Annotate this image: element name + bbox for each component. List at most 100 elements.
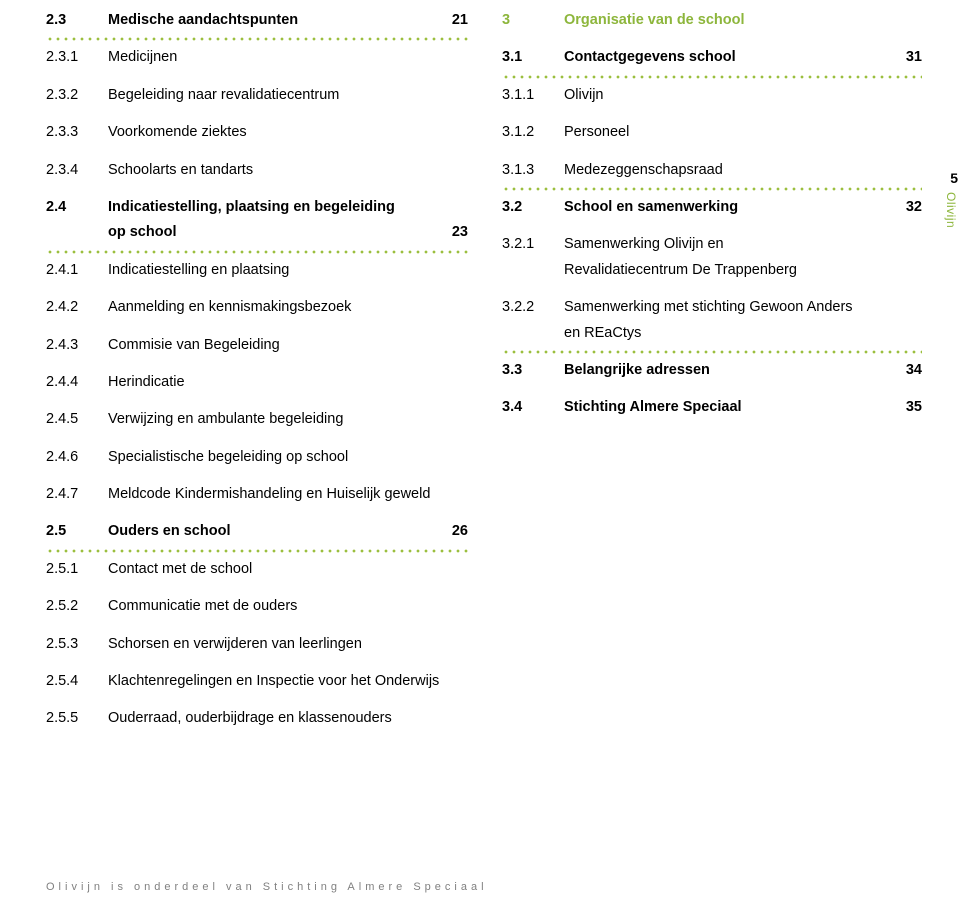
toc-num: 2.5.5 bbox=[46, 710, 108, 727]
toc-num: 2.4.1 bbox=[46, 262, 108, 279]
toc-label: Belangrijke adressen bbox=[564, 362, 886, 379]
toc-num: 2.3.3 bbox=[46, 124, 108, 141]
spacer bbox=[502, 387, 922, 399]
toc-label: Samenwerking met stichting Gewoon Anders bbox=[564, 299, 922, 316]
toc-right-column: 3 Organisatie van de school 3.1 Contactg… bbox=[502, 12, 922, 736]
toc-section-2-3: 2.3 Medische aandachtspunten 21 bbox=[46, 12, 468, 29]
spacer bbox=[46, 112, 468, 124]
dot-divider bbox=[46, 37, 468, 41]
toc-item: 2.4.3 Commisie van Begeleiding bbox=[46, 337, 468, 354]
toc-num: 3.2 bbox=[502, 199, 564, 216]
dot-divider bbox=[46, 549, 468, 553]
toc-num: 3.1.3 bbox=[502, 162, 564, 179]
dot-divider bbox=[46, 250, 468, 254]
toc-num: 2.4.6 bbox=[46, 449, 108, 466]
spacer bbox=[502, 287, 922, 299]
spacer bbox=[502, 112, 922, 124]
columns: 2.3 Medische aandachtspunten 21 2.3.1 Me… bbox=[46, 12, 918, 736]
toc-label: Begeleiding naar revalidatiecentrum bbox=[108, 87, 468, 104]
toc-label: Ouders en school bbox=[108, 523, 432, 540]
toc-label: Schoolarts en tandarts bbox=[108, 162, 468, 179]
toc-item: 2.3.2 Begeleiding naar revalidatiecentru… bbox=[46, 87, 468, 104]
toc-num: 2.5.3 bbox=[46, 636, 108, 653]
toc-label: Medicijnen bbox=[108, 49, 468, 66]
toc-section-3-2: 3.2 School en samenwerking 32 bbox=[502, 199, 922, 216]
toc-item: 3.2.1 Samenwerking Olivijn en bbox=[502, 236, 922, 253]
toc-num: 2.5.1 bbox=[46, 561, 108, 578]
toc-page: 34 bbox=[886, 362, 922, 379]
toc-item: 2.4.2 Aanmelding en kennismakingsbezoek bbox=[46, 299, 468, 316]
toc-section-3-1: 3.1 Contactgegevens school 31 bbox=[502, 49, 922, 66]
toc-section-3-3: 3.3 Belangrijke adressen 34 bbox=[502, 362, 922, 379]
toc-label: en REaCtys bbox=[564, 325, 922, 342]
toc-num: 3 bbox=[502, 12, 564, 29]
toc-num: 2.4.3 bbox=[46, 337, 108, 354]
spacer bbox=[502, 224, 922, 236]
page-number: 5 bbox=[950, 170, 958, 186]
toc-item: 2.4.1 Indicatiestelling en plaatsing bbox=[46, 262, 468, 279]
toc-num: 3.2.2 bbox=[502, 299, 564, 316]
toc-section-2-5: 2.5 Ouders en school 26 bbox=[46, 523, 468, 540]
toc-label: Verwijzing en ambulante begeleiding bbox=[108, 411, 468, 428]
toc-num: 2.3 bbox=[46, 12, 108, 29]
toc-label: Ouderraad, ouderbijdrage en klassenouder… bbox=[108, 710, 468, 727]
toc-page: 32 bbox=[886, 199, 922, 216]
toc-item: 2.4.5 Verwijzing en ambulante begeleidin… bbox=[46, 411, 468, 428]
toc-num: 3.1 bbox=[502, 49, 564, 66]
toc-label: Personeel bbox=[564, 124, 922, 141]
toc-label: op school bbox=[108, 224, 432, 241]
toc-num: 2.4.2 bbox=[46, 299, 108, 316]
spacer bbox=[46, 187, 468, 199]
toc-label: Aanmelding en kennismakingsbezoek bbox=[108, 299, 468, 316]
toc-page: 23 bbox=[432, 224, 468, 241]
spacer bbox=[46, 362, 468, 374]
toc-num: 3.3 bbox=[502, 362, 564, 379]
page: 2.3 Medische aandachtspunten 21 2.3.1 Me… bbox=[0, 0, 960, 911]
toc-label: Contactgegevens school bbox=[564, 49, 886, 66]
spacer bbox=[502, 150, 922, 162]
toc-label: Communicatie met de ouders bbox=[108, 598, 468, 615]
spacer bbox=[46, 150, 468, 162]
toc-item: 2.5.4 Klachtenregelingen en Inspectie vo… bbox=[46, 673, 468, 690]
toc-item: 2.4.6 Specialistische begeleiding op sch… bbox=[46, 449, 468, 466]
dot-divider bbox=[502, 187, 922, 191]
toc-label: Organisatie van de school bbox=[564, 12, 922, 29]
toc-section-2-4-line2: op school 23 bbox=[46, 224, 468, 241]
toc-num: 3.1.1 bbox=[502, 87, 564, 104]
toc-item-cont: en REaCtys bbox=[502, 325, 922, 342]
toc-label: Klachtenregelingen en Inspectie voor het… bbox=[108, 673, 468, 690]
toc-item: 3.1.2 Personeel bbox=[502, 124, 922, 141]
spacer bbox=[46, 325, 468, 337]
side-tab-label: Olivijn bbox=[944, 192, 958, 228]
toc-label: Samenwerking Olivijn en bbox=[564, 236, 922, 253]
spacer bbox=[46, 661, 468, 673]
toc-item: 2.3.4 Schoolarts en tandarts bbox=[46, 162, 468, 179]
spacer bbox=[46, 624, 468, 636]
toc-num: 2.3.1 bbox=[46, 49, 108, 66]
toc-num: 2.4.4 bbox=[46, 374, 108, 391]
toc-label: Specialistische begeleiding op school bbox=[108, 449, 468, 466]
spacer bbox=[46, 399, 468, 411]
toc-label: Indicatiestelling, plaatsing en begeleid… bbox=[108, 199, 468, 216]
toc-num: 2.5.2 bbox=[46, 598, 108, 615]
spacer bbox=[46, 698, 468, 710]
toc-item: 2.3.1 Medicijnen bbox=[46, 49, 468, 66]
toc-num: 2.4.7 bbox=[46, 486, 108, 503]
toc-num: 3.2.1 bbox=[502, 236, 564, 253]
dot-divider bbox=[502, 350, 922, 354]
toc-num: 3.4 bbox=[502, 399, 564, 416]
spacer bbox=[46, 75, 468, 87]
toc-num: 2.3.4 bbox=[46, 162, 108, 179]
footer-text: Olivijn is onderdeel van Stichting Almer… bbox=[46, 881, 488, 893]
toc-label: Schorsen en verwijderen van leerlingen bbox=[108, 636, 468, 653]
toc-item: 2.3.3 Voorkomende ziektes bbox=[46, 124, 468, 141]
toc-left-column: 2.3 Medische aandachtspunten 21 2.3.1 Me… bbox=[46, 12, 468, 736]
toc-item: 2.5.2 Communicatie met de ouders bbox=[46, 598, 468, 615]
toc-section-3-4: 3.4 Stichting Almere Speciaal 35 bbox=[502, 399, 922, 416]
toc-page: 26 bbox=[432, 523, 468, 540]
toc-label: Meldcode Kindermishandeling en Huiselijk… bbox=[108, 486, 468, 503]
spacer bbox=[46, 287, 468, 299]
toc-page: 21 bbox=[432, 12, 468, 29]
toc-num: 2.5 bbox=[46, 523, 108, 540]
toc-label: Voorkomende ziektes bbox=[108, 124, 468, 141]
